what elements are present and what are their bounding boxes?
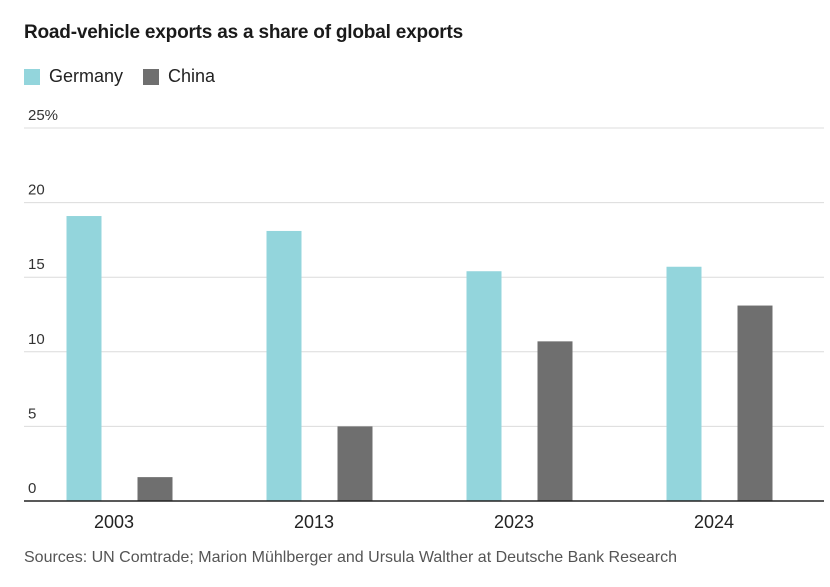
x-tick-label: 2013	[294, 512, 334, 532]
bar-china-2024	[737, 305, 773, 501]
y-tick-label: 0	[28, 480, 36, 497]
y-tick-label: 25%	[28, 107, 58, 124]
bar-germany-2003	[66, 216, 102, 501]
bar-germany-2023	[466, 271, 502, 501]
bar-china-2003	[137, 477, 173, 501]
y-tick-label: 20	[28, 182, 45, 199]
bar-germany-2024	[666, 266, 702, 501]
x-tick-label: 2003	[94, 512, 134, 532]
y-tick-label: 5	[28, 405, 36, 422]
legend-label-china: China	[168, 66, 216, 86]
bar-china-2023	[537, 341, 573, 501]
bar-china-2013	[337, 426, 373, 501]
y-tick-label: 10	[28, 331, 45, 348]
legend-item-china: China	[143, 66, 215, 87]
legend-label-germany: Germany	[49, 66, 124, 86]
y-tick-label: 15	[28, 256, 45, 273]
legend-item-germany: Germany	[24, 66, 123, 87]
bar-germany-2013	[266, 230, 302, 501]
x-tick-label: 2023	[494, 512, 534, 532]
legend-swatch-china	[143, 68, 160, 85]
legend: Germany China	[24, 66, 235, 87]
chart-title: Road-vehicle exports as a share of globa…	[24, 22, 463, 43]
source-note: Sources: UN Comtrade; Marion Mühlberger …	[24, 549, 678, 566]
x-tick-label: 2024	[694, 512, 734, 532]
legend-swatch-germany	[24, 68, 40, 85]
